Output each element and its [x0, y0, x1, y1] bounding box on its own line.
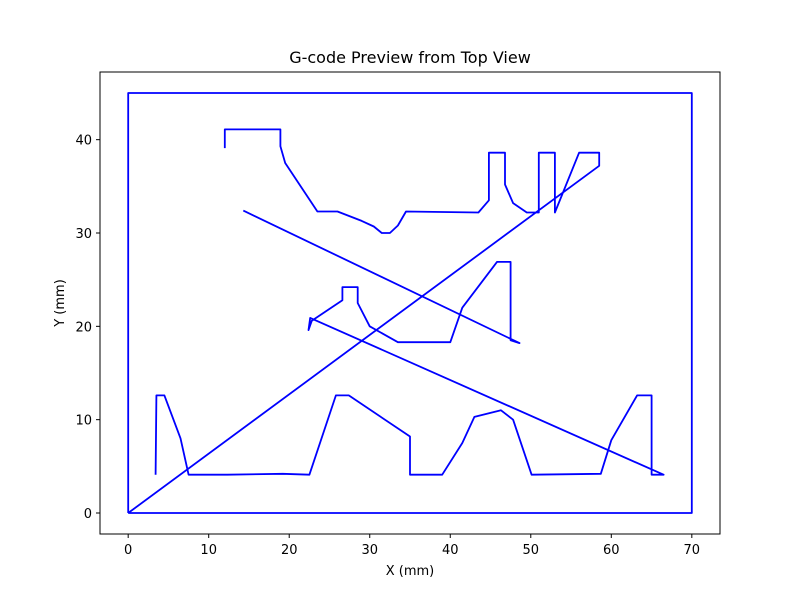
series-layer	[127, 92, 693, 514]
x-tick-label: 30	[361, 543, 378, 558]
chart-title: G-code Preview from Top View	[289, 48, 531, 67]
y-tick-label: 20	[75, 320, 92, 335]
toolpath-line-2	[127, 128, 601, 514]
x-tick-label: 40	[442, 543, 459, 558]
y-tick-label: 0	[84, 507, 92, 522]
y-ticks: 0 10 20 30 40	[75, 134, 100, 522]
x-tick-label: 50	[523, 543, 540, 558]
y-tick-label: 40	[75, 134, 92, 149]
x-tick-label: 20	[281, 543, 298, 558]
y-tick-label: 10	[75, 414, 92, 429]
toolpath-line-1	[127, 92, 693, 514]
x-ticks: 0 10 20 30 40 50 60 70	[124, 534, 700, 558]
y-axis-title: Y (mm)	[53, 279, 68, 328]
x-tick-label: 0	[124, 543, 132, 558]
plot-frame	[99, 71, 721, 535]
plot-area	[99, 71, 721, 535]
toolpath-line-3	[154, 209, 665, 476]
x-tick-label: 60	[603, 543, 620, 558]
x-tick-label: 70	[684, 543, 701, 558]
y-tick-label: 30	[75, 227, 92, 242]
x-tick-label: 10	[200, 543, 217, 558]
x-axis-title: X (mm)	[386, 564, 435, 579]
